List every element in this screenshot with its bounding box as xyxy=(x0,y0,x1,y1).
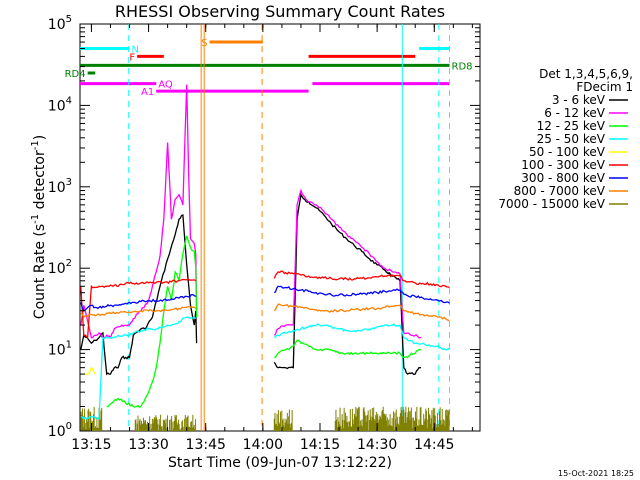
y-tick-exp: 3 xyxy=(66,177,72,188)
y-tick-label-4: 104 xyxy=(48,95,72,114)
flag-time-lines xyxy=(128,24,451,431)
x-tick-label-13-45: 13:45 xyxy=(186,437,226,453)
x-tick-label-14-30: 14:30 xyxy=(357,437,397,453)
series-7000-15000-bars xyxy=(80,406,450,431)
y-tick-base: 10 xyxy=(48,98,66,114)
series-line-25-50-kev xyxy=(80,316,450,421)
y-tick-label-2: 102 xyxy=(48,258,72,277)
y-axis-label: Count Rate (s-1 detector-1) xyxy=(30,135,48,319)
legend-label-800-7000-kev: 800 - 7000 keV xyxy=(514,184,606,198)
y-tick-exp: 0 xyxy=(66,421,72,432)
x-axis-label: Start Time (09-Jun-07 13:12:22) xyxy=(168,455,392,471)
y-axis-label-main: Count Rate (s xyxy=(32,224,48,319)
flag-label-rd8: RD8 xyxy=(452,61,473,72)
y-axis-label-sup2: -1 xyxy=(30,140,41,150)
y-tick-base: 10 xyxy=(48,17,66,33)
x-tick-label-14-00: 14:00 xyxy=(243,437,283,453)
y-axis-label-end: ) xyxy=(32,135,48,140)
chart-title: RHESSI Observing Summary Count Rates xyxy=(115,2,445,21)
series-line-50-100-kev xyxy=(83,366,96,375)
y-tick-base: 10 xyxy=(48,261,66,277)
legend-label-7000-15000-kev: 7000 - 15000 keV xyxy=(498,197,605,211)
y-tick-label-0: 100 xyxy=(48,421,72,440)
legend-label-3-6-kev: 3 - 6 keV xyxy=(552,93,606,107)
y-tick-base: 10 xyxy=(48,343,66,359)
legend-label-300-800-kev: 300 - 800 keV xyxy=(521,171,605,185)
legend-title-line1: Det 1,3,4,5,6,9, xyxy=(539,67,633,81)
x-tick-label-13-15: 13:15 xyxy=(71,437,111,453)
x-tick-label-14-15: 14:15 xyxy=(300,437,340,453)
flag-label-n: N xyxy=(132,45,139,56)
flag-bars: NFSRD8RD4AQA1 xyxy=(65,38,473,98)
flag-label-rd4: RD4 xyxy=(65,69,86,80)
flag-label-a1: A1 xyxy=(141,87,154,98)
flag-label-aq: AQ xyxy=(158,80,173,91)
y-tick-label-5: 105 xyxy=(48,14,72,33)
flag-label-f: F xyxy=(129,52,135,63)
series-line-6-12-kev xyxy=(80,84,421,340)
y-tick-exp: 2 xyxy=(66,258,72,269)
series-lines xyxy=(80,84,450,421)
legend-title-line2: FDecim 1 xyxy=(576,80,633,94)
plot-area: NFSRD8RD4AQA1 xyxy=(65,23,481,432)
series-line-800-7000-kev xyxy=(80,303,450,322)
series-line-300-800-kev xyxy=(80,285,450,312)
y-tick-base: 10 xyxy=(48,424,66,440)
x-axis: 13:15 13:30 13:45 14:00 14:15 14:30 14:45 xyxy=(71,24,473,453)
legend-label-50-100-kev: 50 - 100 keV xyxy=(529,145,606,159)
legend-label-6-12-kev: 6 - 12 keV xyxy=(544,106,606,120)
y-tick-exp: 5 xyxy=(66,14,72,25)
y-tick-base: 10 xyxy=(48,180,66,196)
y-tick-label-1: 101 xyxy=(48,340,72,359)
legend-label-25-50-kev: 25 - 50 keV xyxy=(537,132,606,146)
y-tick-exp: 1 xyxy=(66,340,72,351)
y-axis-label-mid: detector xyxy=(32,150,48,214)
series-line-100-300-kev xyxy=(80,270,450,340)
y-tick-exp: 4 xyxy=(66,95,72,106)
series-line-3-6-kev xyxy=(80,192,421,376)
series-line-12-25-kev xyxy=(106,235,421,408)
x-tick-label-13-30: 13:30 xyxy=(128,437,168,453)
x-tick-label-14-45: 14:45 xyxy=(414,437,454,453)
legend-label-12-25-kev: 12 - 25 keV xyxy=(537,119,606,133)
y-axis-label-sup1: -1 xyxy=(30,214,41,224)
footer-timestamp: 15-Oct-2021 18:25 xyxy=(558,469,634,478)
y-tick-label-3: 103 xyxy=(48,177,72,196)
legend-label-100-300-kev: 100 - 300 keV xyxy=(521,158,605,172)
